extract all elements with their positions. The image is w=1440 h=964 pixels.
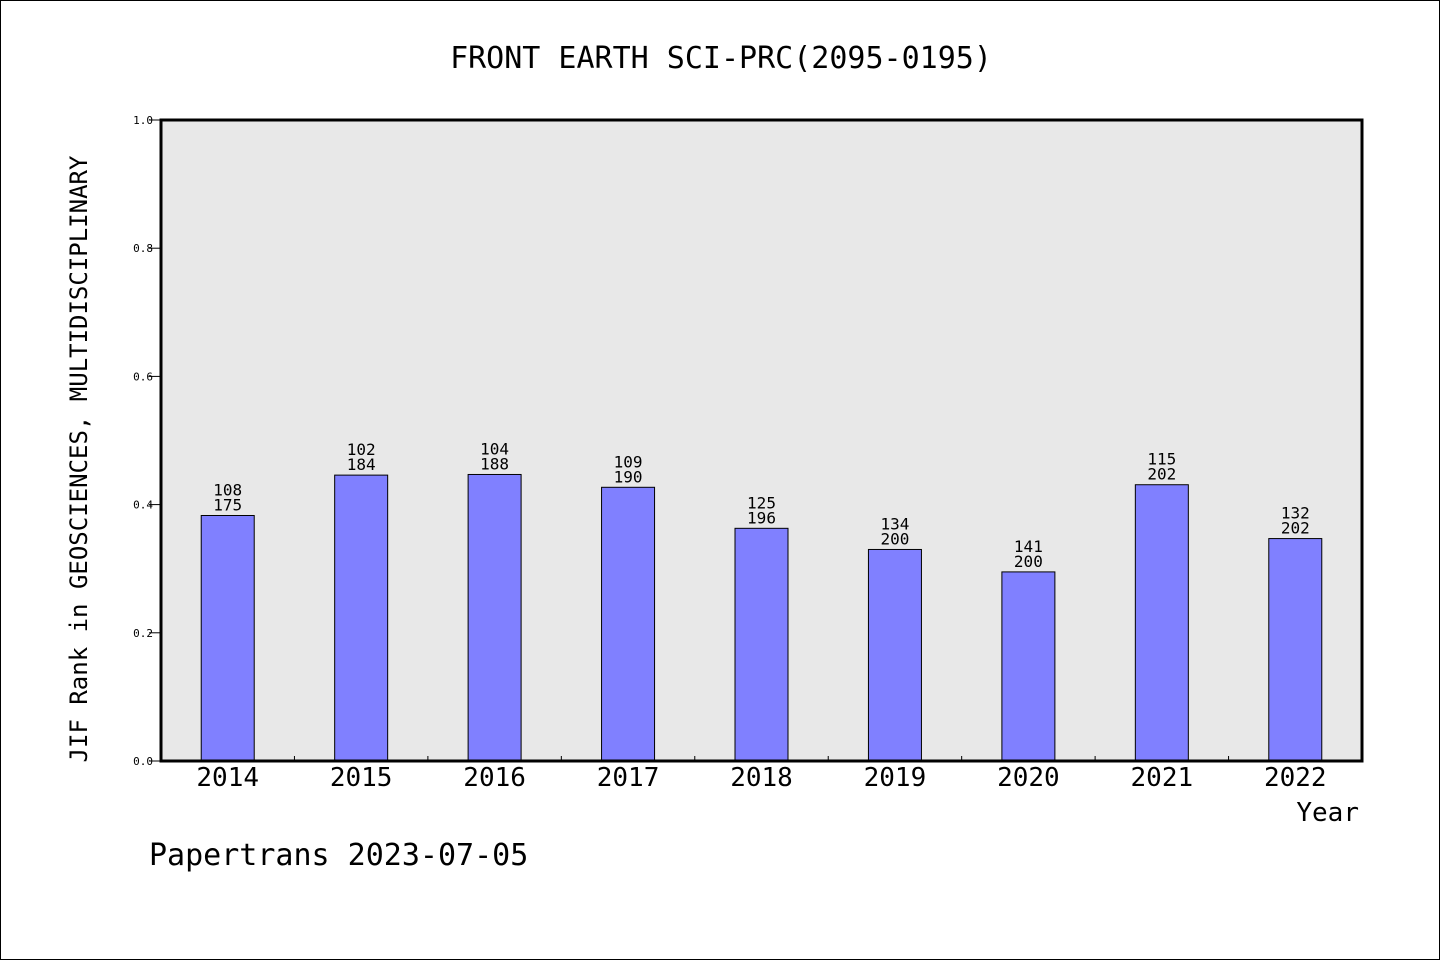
bar-2016 [467,473,522,762]
x-tick-label: 2019 [864,763,927,793]
bar-rank-label: 115 [1147,450,1176,469]
y-tick-label: 0.0 [133,755,153,768]
bar-total-label: 190 [614,467,643,486]
bar-rank-label: 104 [480,439,509,458]
bar-rank-label: 125 [747,493,776,512]
bar-total-label: 202 [1147,465,1176,484]
bar-rank-label: 102 [347,440,376,459]
bar-2015 [334,474,389,762]
bar-total-label: 184 [347,455,376,474]
bar-total-label: 200 [880,529,909,548]
x-tick-label: 2015 [330,763,393,793]
bar-2017 [601,486,656,762]
x-tick-label: 2022 [1264,763,1327,793]
bar-rank-label: 132 [1281,504,1310,523]
bar-rank-label: 109 [614,452,643,471]
bar-2021 [1134,484,1189,762]
y-tick-label: 0.4 [133,499,153,512]
bar-2022 [1268,538,1323,762]
bar-rank-label: 141 [1014,537,1043,556]
bar-total-label: 196 [747,508,776,527]
bar-total-label: 175 [213,495,242,514]
axis-layer: 2014 2015 2016 2017 2018 2019 2020 2021 2022 0.0 0… [133,114,1326,793]
bar-total-label: 188 [480,454,509,473]
y-axis-label: JIF Rank in GEOSCIENCES, MULTIDISCIPLINA… [65,155,93,762]
footer-credit: Papertrans 2023-07-05 [149,838,528,873]
plot-border [159,118,1364,763]
y-tick-label: 0.2 [133,627,153,640]
bar-total-label: 200 [1014,552,1043,571]
y-tick-label: 0.8 [133,242,153,255]
y-tick-label: 0.6 [133,370,153,383]
bar-2020 [1001,571,1056,762]
bar-2019 [867,548,922,762]
x-tick-label: 2020 [997,763,1060,793]
bar-2014 [200,514,255,762]
y-tick-label: 1.0 [133,114,153,127]
bar-rank-label: 134 [880,514,909,533]
x-tick-label: 2017 [597,763,660,793]
x-tick-label: 2018 [730,763,793,793]
bar-2018 [734,527,789,762]
x-tick-label: 2014 [196,763,259,793]
chart-title: FRONT EARTH SCI-PRC(2095-0195) [450,41,992,76]
x-tick-label: 2021 [1131,763,1194,793]
x-tick-label: 2016 [463,763,526,793]
bar-total-label: 202 [1281,519,1310,538]
x-axis-label: Year [1296,798,1359,828]
bar-rank-label: 108 [213,480,242,499]
